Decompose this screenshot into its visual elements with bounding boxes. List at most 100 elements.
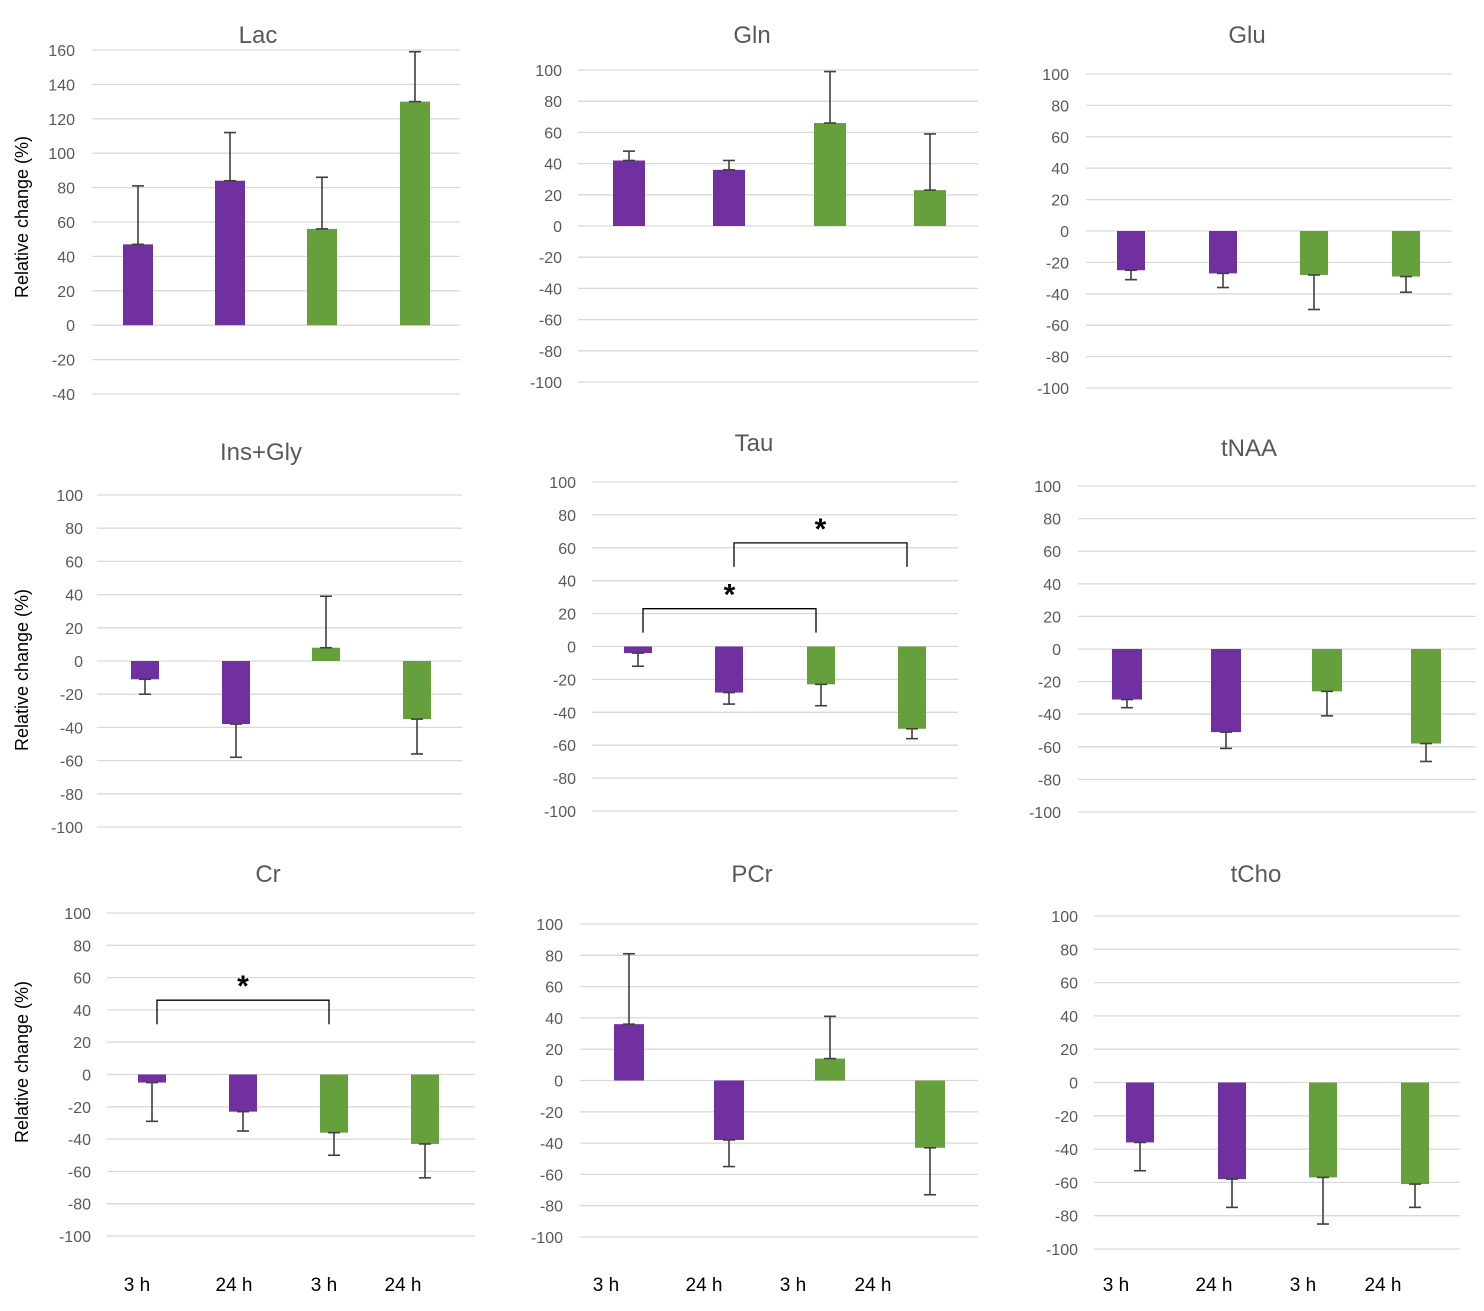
- y-tick-label: 20: [1043, 609, 1061, 626]
- y-tick-label: 100: [1051, 909, 1078, 926]
- bar: [715, 646, 743, 693]
- error-bar: [230, 723, 242, 759]
- panel-title: Glu: [1228, 22, 1265, 49]
- y-tick-label: 0: [1052, 642, 1061, 659]
- y-tick-label: -20: [68, 1100, 91, 1117]
- y-tick-label: -40: [68, 1132, 91, 1149]
- y-tick-label: 80: [1051, 98, 1069, 115]
- bar: [1411, 649, 1441, 744]
- y-tick-label: -100: [51, 820, 83, 837]
- panel-glu: 100 80 60 40 20 0 -20 -40 -60 -80 -100 Glu: [1037, 22, 1452, 398]
- panel-tau: 100 80 60 40 20 0 -20 -40 -60 -80 -100 Tau * *: [544, 430, 958, 821]
- panel-title: Ins+Gly: [220, 439, 302, 466]
- y-tick-label: 120: [48, 112, 75, 129]
- x-category-label: 3 h: [1290, 1275, 1316, 1296]
- significance-star: *: [724, 579, 736, 612]
- y-tick-label: 80: [1060, 942, 1078, 959]
- error-bar: [237, 1110, 249, 1132]
- bar: [215, 180, 245, 326]
- bar: [713, 169, 745, 226]
- x-category-label: 24 h: [385, 1275, 422, 1296]
- y-tick-label: -60: [68, 1164, 91, 1181]
- error-bar: [1317, 1176, 1329, 1225]
- y-tick-label: -20: [1038, 675, 1061, 692]
- y-tick-label: -20: [1046, 255, 1069, 272]
- y-tick-label: 0: [82, 1068, 91, 1085]
- x-category-label: 24 h: [1365, 1275, 1402, 1296]
- bar: [914, 190, 946, 226]
- error-bar: [815, 683, 827, 707]
- y-tick-label: 60: [1060, 976, 1078, 993]
- y-tick-label: 160: [48, 43, 75, 60]
- bar: [222, 661, 250, 725]
- error-bar: [1226, 1178, 1238, 1209]
- y-tick-label: 20: [65, 621, 83, 638]
- bar: [307, 228, 337, 326]
- x-category-label: 24 h: [686, 1275, 723, 1296]
- bar: [1401, 1082, 1429, 1185]
- y-tick-label: -20: [52, 353, 75, 370]
- panel-title: Tau: [735, 430, 774, 457]
- error-bar: [1308, 274, 1320, 311]
- y-tick-label: 80: [65, 521, 83, 538]
- error-bar: [146, 1081, 158, 1123]
- y-tick-label: 40: [544, 157, 562, 174]
- y-tick-label: -60: [539, 313, 562, 330]
- y-tick-label: -20: [553, 672, 576, 689]
- y-tick-label: 100: [535, 63, 562, 80]
- y-axis-label: Relative change (%): [12, 981, 32, 1143]
- bar: [1309, 1082, 1337, 1178]
- y-tick-label: 100: [56, 488, 83, 505]
- error-bar: [411, 718, 423, 755]
- y-tick-label: -60: [1038, 740, 1061, 757]
- error-bar: [824, 1015, 836, 1060]
- bar: [1126, 1082, 1154, 1143]
- y-tick-label: 80: [544, 94, 562, 111]
- y-tick-label: 20: [57, 284, 75, 301]
- bar: [1312, 649, 1342, 692]
- y-tick-label: 60: [57, 215, 75, 232]
- error-bar: [316, 176, 328, 230]
- y-tick-label: 80: [57, 181, 75, 198]
- bar: [624, 646, 652, 654]
- bar: [229, 1074, 257, 1112]
- y-tick-label: -80: [1055, 1209, 1078, 1226]
- y-tick-label: 40: [1051, 161, 1069, 178]
- panel-tnaa: 100 80 60 40 20 0 -20 -40 -60 -80 -100 tNAA: [1029, 435, 1476, 822]
- y-tick-label: 80: [1043, 512, 1061, 529]
- y-tick-label: 100: [536, 917, 563, 934]
- y-tick-label: 20: [558, 607, 576, 624]
- panel-pcr: 100 80 60 40 20 0 -20 -40 -60 -80 -100 PCr: [531, 861, 978, 1247]
- error-bar: [924, 133, 936, 191]
- error-bar: [409, 50, 421, 103]
- y-tick-label: 20: [73, 1035, 91, 1052]
- y-tick-label: -80: [540, 1199, 563, 1216]
- x-category-label: 3 h: [1103, 1275, 1129, 1296]
- error-bar: [419, 1143, 431, 1179]
- y-tick-label: 40: [57, 249, 75, 266]
- panel-title: tCho: [1231, 861, 1282, 888]
- y-tick-label: -100: [1029, 805, 1061, 822]
- significance-bracket: *: [733, 513, 908, 567]
- error-bar: [824, 70, 836, 124]
- y-tick-label: 140: [48, 77, 75, 94]
- panel-title: Cr: [255, 861, 280, 888]
- y-tick-label: -60: [553, 738, 576, 755]
- y-tick-label: -80: [539, 344, 562, 361]
- error-bar: [1321, 690, 1333, 717]
- bar: [807, 646, 835, 685]
- panel-title: Lac: [239, 22, 278, 49]
- y-tick-label: -60: [1046, 318, 1069, 335]
- bar: [613, 160, 645, 226]
- y-tick-label: -40: [1055, 1142, 1078, 1159]
- y-tick-label: 60: [1043, 544, 1061, 561]
- error-bar: [924, 1146, 936, 1196]
- error-bar: [723, 691, 735, 705]
- significance-bracket: *: [156, 970, 330, 1025]
- y-tick-label: -40: [539, 281, 562, 298]
- panel-ins-gly: 100 80 60 40 20 0 -20 -40 -60 -80 -100 Ins+Gly Relat…: [12, 439, 462, 837]
- bar: [123, 244, 153, 326]
- y-tick-label: 0: [1069, 1076, 1078, 1093]
- y-tick-label: 60: [73, 971, 91, 988]
